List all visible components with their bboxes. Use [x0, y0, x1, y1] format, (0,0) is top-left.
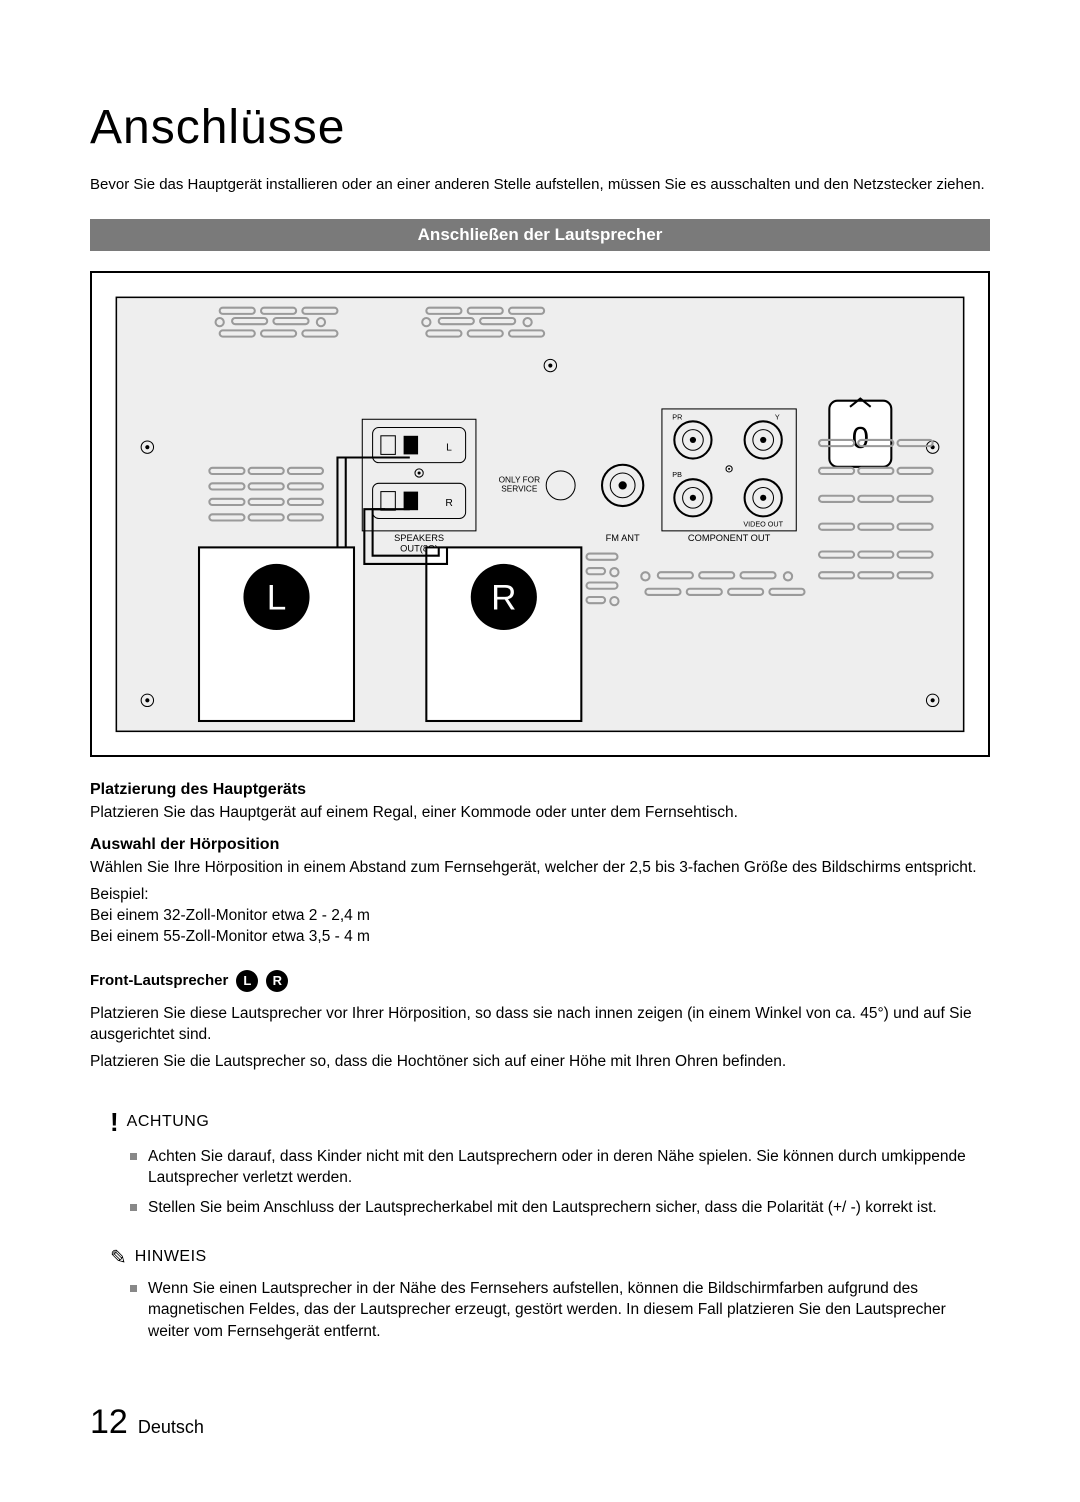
badge-l-icon: L [236, 970, 258, 992]
achtung-list: Achten Sie darauf, dass Kinder nicht mit… [130, 1146, 990, 1219]
svg-text:R: R [445, 498, 452, 509]
placement-heading: Platzierung des Hauptgeräts [90, 781, 990, 799]
front-speakers-row: Front-Lautsprecher L R [90, 970, 990, 992]
achtung-heading: ! ACHTUNG [110, 1107, 990, 1138]
badge-r-icon: R [266, 970, 288, 992]
svg-text:R: R [491, 578, 516, 617]
page-footer: 12 Deutsch [90, 1403, 204, 1442]
hinweis-label: HINWEIS [135, 1248, 207, 1266]
front-para-2: Platzieren Sie die Lautsprecher so, dass… [90, 1052, 990, 1073]
list-item: Stellen Sie beim Anschluss der Lautsprec… [130, 1197, 990, 1219]
svg-text:SERVICE: SERVICE [501, 484, 538, 493]
example-2: Bei einem 55-Zoll-Monitor etwa 3,5 - 4 m [90, 927, 990, 948]
connection-diagram: L R SPEAKERS OUT(8Ω) ONLY FOR SERVICE FM… [90, 271, 990, 758]
example-1: Bei einem 32-Zoll-Monitor etwa 2 - 2,4 m [90, 906, 990, 927]
svg-text:FM ANT: FM ANT [606, 533, 640, 543]
front-speakers-label: Front-Lautsprecher [90, 972, 228, 989]
list-item: Wenn Sie einen Lautsprecher in der Nähe … [130, 1278, 990, 1343]
placement-text: Platzieren Sie das Hauptgerät auf einem … [90, 803, 990, 824]
svg-text:L: L [446, 442, 452, 453]
hinweis-heading: ✎ HINWEIS [110, 1245, 990, 1270]
example-label: Beispiel: [90, 885, 990, 906]
diagram-svg: L R SPEAKERS OUT(8Ω) ONLY FOR SERVICE FM… [106, 287, 974, 742]
listening-heading: Auswahl der Hörposition [90, 836, 990, 854]
page-number: 12 [90, 1403, 128, 1442]
svg-text:SPEAKERS: SPEAKERS [394, 533, 444, 543]
warning-icon: ! [110, 1107, 119, 1138]
svg-text:0: 0 [852, 420, 869, 455]
svg-text:L: L [267, 578, 287, 617]
hinweis-list: Wenn Sie einen Lautsprecher in der Nähe … [130, 1278, 990, 1343]
language-label: Deutsch [138, 1417, 204, 1438]
list-item: Achten Sie darauf, dass Kinder nicht mit… [130, 1146, 990, 1189]
svg-text:Y: Y [775, 412, 780, 421]
svg-text:PR: PR [672, 412, 682, 421]
intro-text: Bevor Sie das Hauptgerät installieren od… [90, 175, 990, 195]
svg-text:VIDEO OUT: VIDEO OUT [743, 519, 783, 528]
svg-text:COMPONENT OUT: COMPONENT OUT [688, 533, 771, 543]
front-para-1: Platzieren Sie diese Lautsprecher vor Ih… [90, 1004, 990, 1046]
note-icon: ✎ [110, 1245, 127, 1270]
page-title: Anschlüsse [90, 100, 990, 155]
svg-text:PB: PB [672, 470, 682, 479]
section-heading: Anschließen der Lautsprecher [90, 219, 990, 251]
achtung-label: ACHTUNG [127, 1113, 210, 1131]
svg-text:ONLY FOR: ONLY FOR [499, 475, 540, 484]
listening-text: Wählen Sie Ihre Hörposition in einem Abs… [90, 858, 990, 879]
